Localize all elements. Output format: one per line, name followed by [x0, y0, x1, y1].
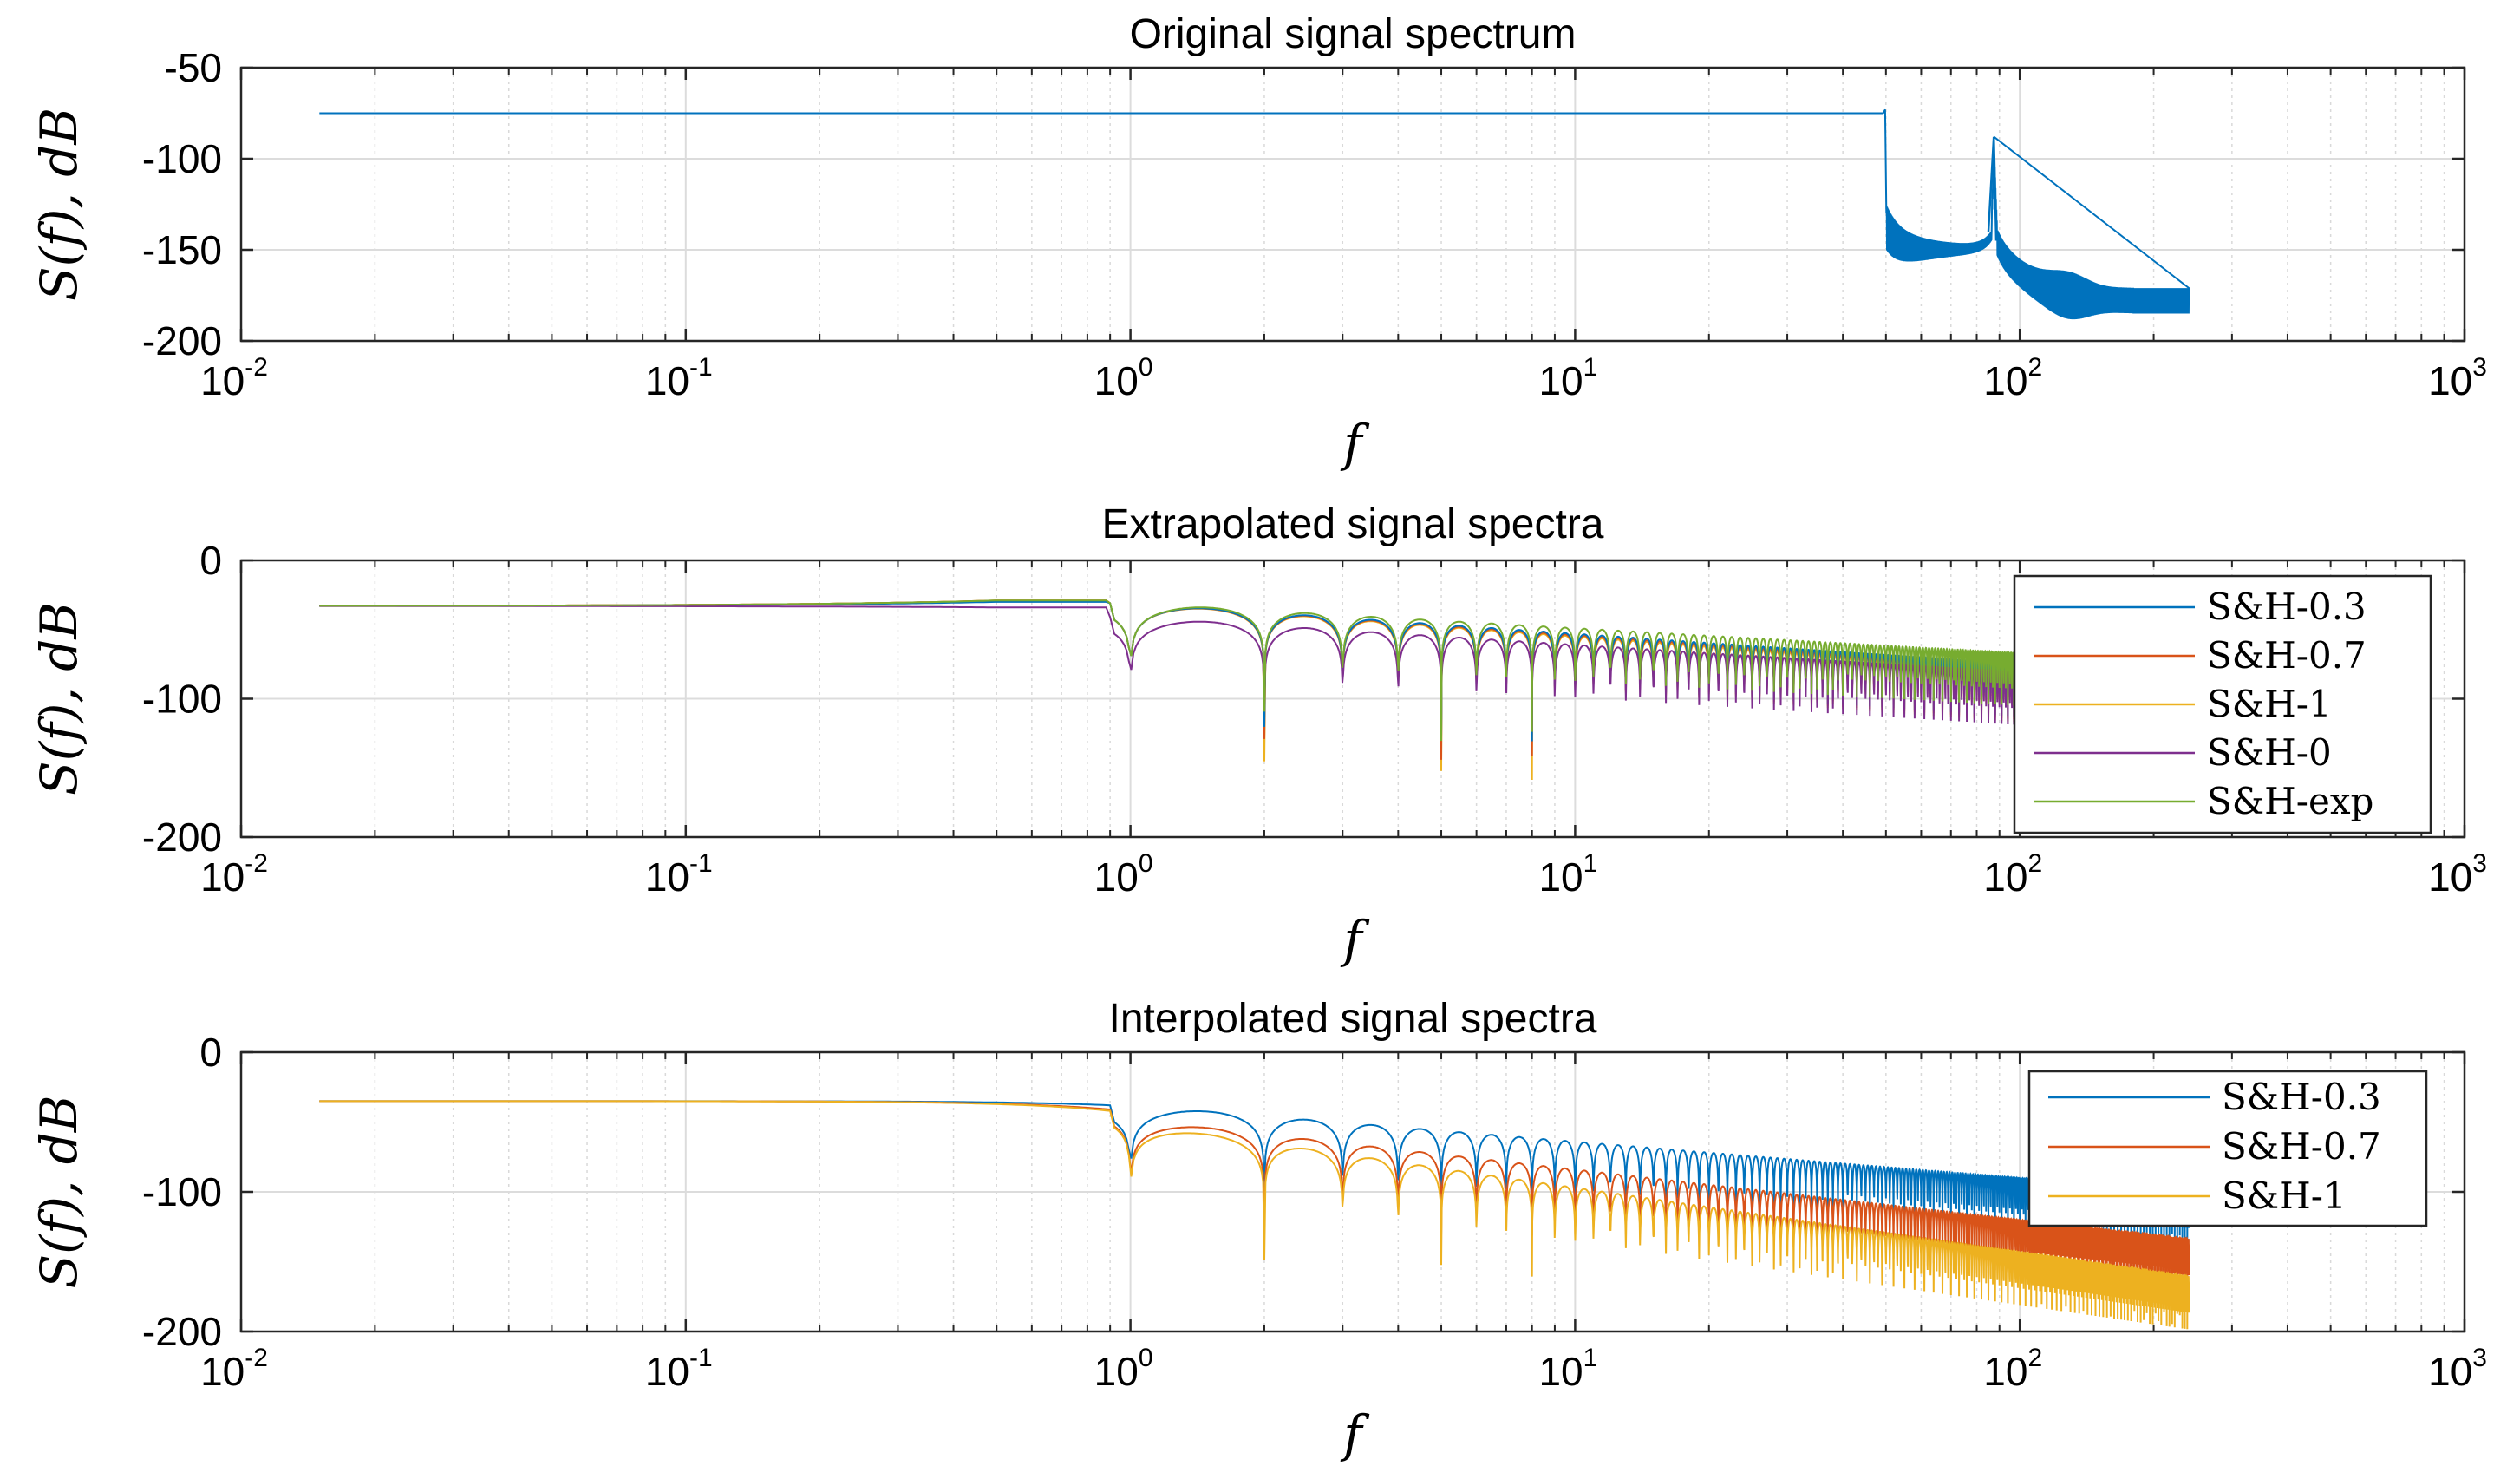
axes-box: [239, 66, 2466, 343]
x-axis-label: f: [1340, 1404, 1370, 1463]
legend-label: S&H-0.3: [2222, 1076, 2381, 1118]
x-tick-label: 101: [1538, 353, 1597, 403]
y-tick-label: 0: [199, 1030, 222, 1075]
legend-label: S&H-0.7: [2207, 634, 2367, 677]
x-tick-label: 10-1: [645, 849, 713, 900]
legend-item: S&H-1: [2048, 1175, 2347, 1217]
x-tick-label: 103: [2428, 1344, 2487, 1394]
spectral-peak: [1987, 136, 1998, 241]
x-tick-label: 10-1: [645, 353, 713, 403]
x-tick-label: 100: [1094, 1344, 1153, 1394]
x-tick-label: 100: [1094, 353, 1153, 403]
legend-item: S&H-exp: [2034, 780, 2373, 822]
series-line-s-h-exp: [319, 599, 2021, 742]
y-tick-label: -200: [142, 815, 222, 860]
legend-item: S&H-0.3: [2034, 586, 2367, 628]
panel-title: Interpolated signal spectra: [1108, 996, 1596, 1042]
series-line-s-h-0-7: [319, 1100, 2190, 1292]
series-line-s-h-0: [319, 605, 2021, 732]
y-tick-label: -200: [142, 1309, 222, 1354]
legend-label: S&H-exp: [2207, 780, 2373, 822]
y-tick-label: -150: [142, 227, 222, 272]
series-group: [319, 599, 2021, 781]
series-original: [319, 108, 2190, 320]
legend-item: S&H-0.3: [2048, 1076, 2381, 1118]
legend-label: S&H-0: [2207, 731, 2332, 774]
legend-item: S&H-0.7: [2048, 1125, 2381, 1168]
x-axis-label: f: [1340, 910, 1370, 969]
y-tick-label: -200: [142, 318, 222, 363]
spectrum-line: [1882, 108, 2190, 320]
y-tick-label: -50: [165, 45, 222, 90]
legend-item: S&H-1: [2034, 683, 2332, 725]
panel-title: Extrapolated signal spectra: [1102, 501, 1604, 547]
y-tick-label: 0: [199, 538, 222, 583]
x-tick-label: 100: [1094, 849, 1153, 900]
y-axis-label: S(f), dB: [29, 1095, 88, 1288]
x-axis-label: f: [1340, 414, 1370, 473]
panel-title: Original signal spectrum: [1130, 11, 1577, 57]
x-tick-label: 102: [1983, 353, 2042, 403]
y-axis-label: S(f), dB: [29, 108, 88, 301]
x-tick-label: 10-2: [200, 353, 268, 403]
legend: S&H-0.3 S&H-0.7 S&H-1 S&H-0 S&H-exp: [2013, 574, 2432, 834]
x-tick-label: 102: [1983, 1344, 2042, 1394]
legend-label: S&H-1: [2222, 1175, 2347, 1217]
x-tick-label: 10-1: [645, 1344, 713, 1394]
y-tick-label: -100: [142, 136, 222, 181]
x-tick-label: 103: [2428, 849, 2487, 900]
y-axis-label: S(f), dB: [29, 602, 88, 795]
legend-label: S&H-0.7: [2222, 1125, 2381, 1168]
series-line-s-h-1: [319, 1100, 2190, 1330]
x-tick-label: 10-2: [200, 849, 268, 900]
series-line-s-h-0-3: [319, 600, 2021, 742]
x-tick-label: 10-2: [200, 1344, 268, 1394]
legend-item: S&H-0: [2034, 731, 2332, 774]
legend-label: S&H-1: [2207, 683, 2332, 725]
x-tick-label: 102: [1983, 849, 2042, 900]
y-tick-label: -100: [142, 677, 222, 722]
series-group: [319, 1100, 2190, 1330]
y-tick-label: -100: [142, 1169, 222, 1214]
x-tick-label: 103: [2428, 353, 2487, 403]
x-tick-label: 101: [1538, 1344, 1597, 1394]
x-tick-label: 101: [1538, 849, 1597, 900]
series-line-s-h-1: [319, 599, 2021, 781]
legend-label: S&H-0.3: [2207, 586, 2367, 628]
legend-item: S&H-0.7: [2034, 634, 2367, 677]
legend: S&H-0.3 S&H-0.7 S&H-1: [2027, 1070, 2428, 1227]
